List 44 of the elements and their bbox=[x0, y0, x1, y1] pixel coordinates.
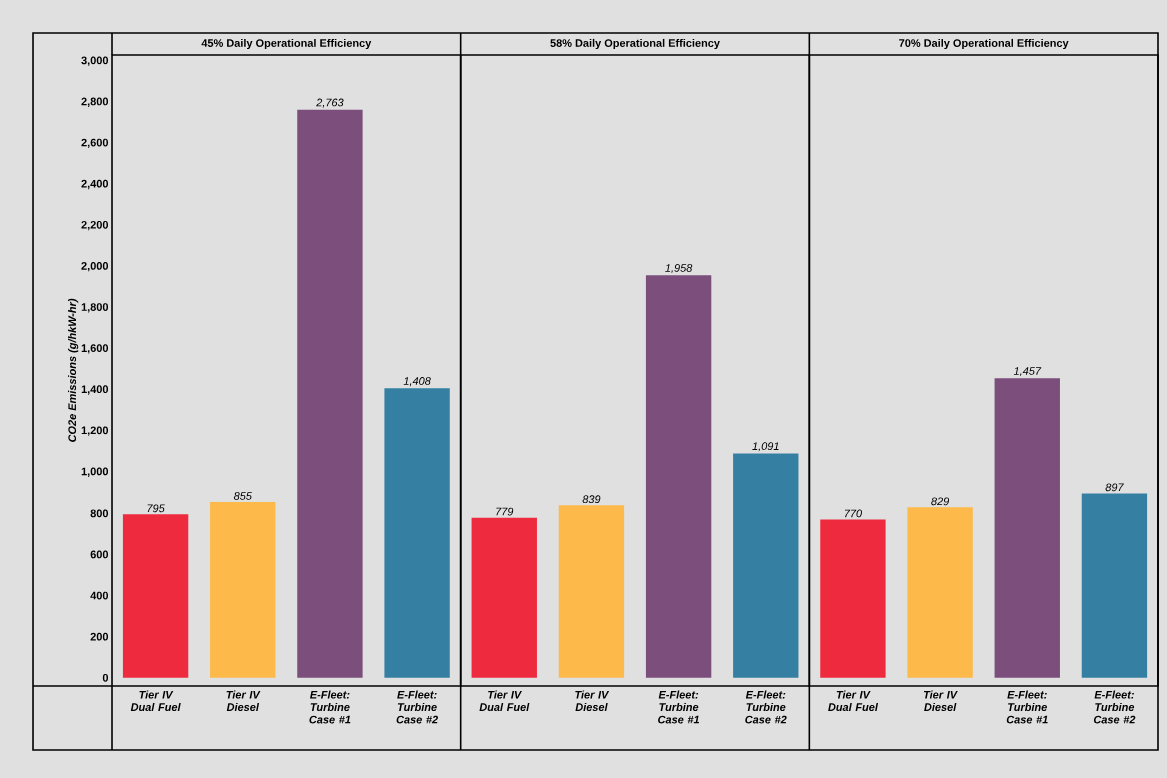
y-tick-label: 2,200 bbox=[81, 220, 109, 231]
x-tick-label: E-Fleet: Turbine Case #2 bbox=[1093, 690, 1136, 724]
data-label: 1,408 bbox=[403, 377, 431, 387]
data-label: 1,958 bbox=[665, 264, 693, 274]
y-tick-label: 600 bbox=[90, 550, 109, 559]
y-tick-label: 400 bbox=[90, 591, 109, 600]
y-tick-label: 1,400 bbox=[81, 385, 109, 395]
y-tick-label: 2,600 bbox=[81, 138, 109, 149]
data-label: 855 bbox=[233, 492, 252, 500]
x-tick-label: E-Fleet: Turbine Case #1 bbox=[309, 690, 351, 724]
x-tick-label: Tier IV Dual Fuel bbox=[479, 690, 530, 712]
y-tick-label: 1,000 bbox=[81, 467, 109, 477]
y-axis-title: CO2e Emissions (g/hkW-hr) bbox=[68, 298, 79, 442]
y-tick-label: 2,800 bbox=[81, 97, 109, 107]
data-label: 795 bbox=[147, 504, 165, 513]
x-tick-label: Tier IV Diesel bbox=[923, 690, 958, 712]
data-label: 1,457 bbox=[1013, 367, 1042, 377]
y-tick-label: 1,800 bbox=[81, 303, 109, 313]
x-tick-label: E-Fleet: Turbine Case #1 bbox=[1006, 690, 1048, 724]
data-label: 2,763 bbox=[316, 98, 344, 108]
y-tick-label: 0 bbox=[102, 673, 109, 682]
y-tick-label: 3,000 bbox=[81, 56, 109, 66]
x-tick-label: Tier IV Diesel bbox=[226, 690, 261, 712]
data-label: 770 bbox=[844, 509, 862, 518]
y-tick-label: 800 bbox=[90, 509, 109, 518]
chart-title: 70% Daily Operational Efficiency bbox=[899, 38, 1069, 50]
data-label: 829 bbox=[931, 497, 949, 506]
x-tick-label: Tier IV Dual Fuel bbox=[828, 690, 879, 712]
y-tick-label: 2,400 bbox=[81, 179, 109, 190]
chart-title: 58% Daily Operational Efficiency bbox=[550, 38, 720, 50]
y-tick-label: 1,200 bbox=[81, 426, 109, 436]
x-tick-label: Tier IV Dual Fuel bbox=[130, 690, 181, 712]
y-tick-label: 1,600 bbox=[81, 344, 109, 354]
x-tick-label: E-Fleet: Turbine Case #2 bbox=[396, 690, 438, 724]
data-label: 897 bbox=[1105, 483, 1124, 492]
data-label: 779 bbox=[496, 507, 514, 516]
chart-title: 45% Daily Operational Efficiency bbox=[201, 38, 372, 50]
data-label: 1,091 bbox=[752, 442, 779, 452]
x-tick-label: Tier IV Diesel bbox=[575, 690, 610, 712]
y-tick-label: 2,000 bbox=[81, 262, 109, 272]
y-tick-label: 200 bbox=[90, 632, 109, 641]
data-label: 839 bbox=[582, 495, 601, 504]
x-tick-label: E-Fleet: Turbine Case #2 bbox=[745, 690, 787, 724]
x-tick-label: E-Fleet: Turbine Case #1 bbox=[658, 690, 700, 724]
